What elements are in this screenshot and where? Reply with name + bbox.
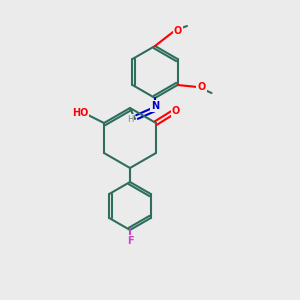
Text: HO: HO	[72, 108, 88, 118]
Text: O: O	[197, 82, 206, 92]
Text: N: N	[151, 101, 159, 111]
Text: F: F	[127, 236, 133, 246]
Text: O: O	[174, 26, 182, 36]
Text: O: O	[172, 106, 180, 116]
Text: H: H	[127, 115, 133, 124]
